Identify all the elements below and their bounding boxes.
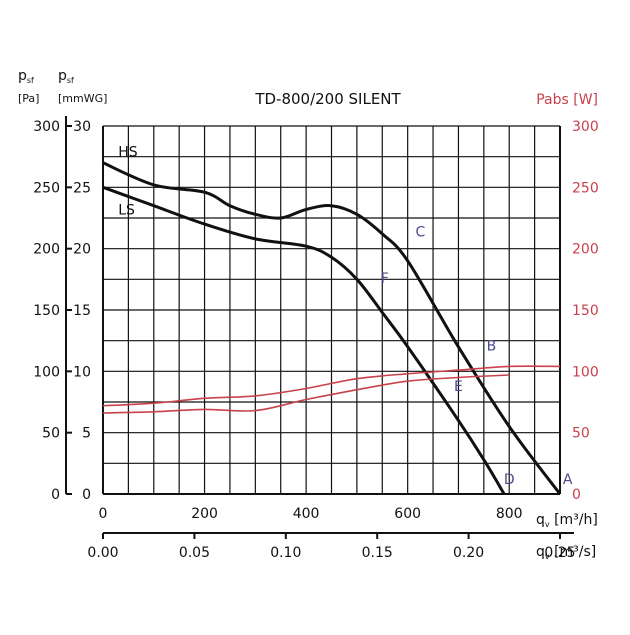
mmwg-axis-unit: [mmWG]: [58, 92, 107, 105]
pa-tick-label: 100: [33, 364, 60, 380]
curve-label-f: F: [381, 271, 389, 287]
pa-tick-label: 150: [33, 303, 60, 319]
m3s-tick-label: 0.00: [87, 545, 118, 561]
m3s-tick-label: 0.25: [544, 545, 575, 561]
pa-tick-label: 200: [33, 242, 60, 258]
pabs-tick-label: 100: [572, 364, 599, 380]
m3h-tick-label: 600: [394, 506, 421, 522]
curve-label-b: B: [487, 338, 497, 354]
mmwg-tick-label: 20: [73, 242, 91, 258]
curve-label-e: E: [454, 379, 463, 395]
pabs-tick-label: 0: [572, 487, 581, 503]
mmwg-tick-label: 25: [73, 180, 91, 196]
m3h-tick-label: 200: [191, 506, 218, 522]
series-ls-line: [102, 185, 506, 495]
pa-tick-label: 300: [33, 119, 60, 135]
pabs-tick-label: 250: [572, 180, 599, 196]
series-hs-line: [102, 161, 562, 495]
m3s-tick-label: 0.20: [453, 545, 484, 561]
curve-label-a: A: [563, 472, 573, 488]
mmwg-tick-label: 15: [73, 303, 91, 319]
pa-axis-symbol: psf: [18, 68, 34, 85]
curve-label-ls: LS: [118, 202, 135, 218]
series-hs-power-line: [102, 365, 561, 407]
pabs-axis-label: Pabs [W]: [536, 92, 598, 108]
mmwg-axis-symbol: psf: [58, 68, 74, 85]
m3h-axis-title: qv [m³/h]: [536, 512, 598, 529]
axes-layer: 300250200150100500psf[Pa]302520151050psf…: [18, 68, 599, 561]
labels-layer: HS LS C F B E D A: [118, 145, 573, 489]
m3s-tick-label: 0.05: [179, 545, 210, 561]
curve-label-hs: HS: [118, 145, 138, 161]
grid-layer: [103, 125, 560, 494]
pabs-tick-label: 300: [572, 119, 599, 135]
mmwg-tick-label: 5: [82, 426, 91, 442]
pa-tick-label: 0: [51, 487, 60, 503]
pa-axis-unit: [Pa]: [18, 92, 39, 105]
curve-label-d: D: [504, 472, 515, 488]
m3h-tick-label: 800: [496, 506, 523, 522]
pabs-tick-label: 200: [572, 242, 599, 258]
m3h-tick-label: 0: [99, 506, 108, 522]
m3s-axis-title: qv [m³/s]: [536, 544, 596, 561]
mmwg-tick-label: 10: [73, 364, 91, 380]
pa-tick-label: 250: [33, 180, 60, 196]
m3s-tick-label: 0.10: [270, 545, 301, 561]
mmwg-tick-label: 0: [82, 487, 91, 503]
chart-title: TD-800/200 SILENT: [254, 90, 401, 108]
curves-layer: [102, 161, 562, 495]
mmwg-tick-label: 30: [73, 119, 91, 135]
curve-label-c: C: [415, 224, 425, 240]
pabs-tick-label: 50: [572, 426, 590, 442]
m3s-tick-label: 0.15: [362, 545, 393, 561]
series-ls-power-line: [102, 374, 510, 414]
pa-tick-label: 50: [42, 426, 60, 442]
m3h-tick-label: 400: [293, 506, 320, 522]
pabs-tick-label: 150: [572, 303, 599, 319]
